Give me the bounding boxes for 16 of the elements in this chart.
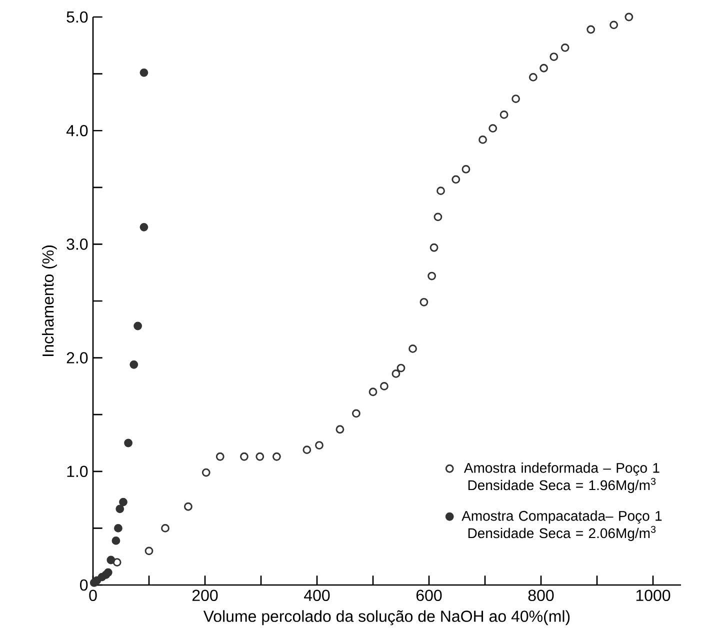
x-tick-label: 0 [89,590,97,602]
x-tick-label: 1000 [636,590,670,602]
y-tick-label: 1.0 [67,466,88,478]
y-tick-label: 4.0 [66,124,88,136]
x-tick-label: 200 [192,590,218,602]
legend-label: Amostra indeformada – Poço 1 Densidade Seca = 1.96Mg/m$^{3}$ [464,462,660,493]
y-axis-title: Inchamento (%) [42,246,57,356]
y-tick-label: 2.0 [66,352,88,364]
y-tick-label: 0 [80,579,88,591]
x-tick-label: 800 [528,590,554,602]
x-axis-title: Volume percolado da solução de NaOH ao 40%(ml) [203,610,570,626]
x-tick-label: 600 [416,590,442,602]
x-tick-label: 400 [304,590,330,602]
legend-label: Amostra Compacatada– Poço 1 Densidade Seca = 2.06Mg/m$^{3}$ [462,510,662,541]
y-tick-label: 5.0 [66,11,88,23]
y-tick-label: 3.0 [66,238,88,250]
